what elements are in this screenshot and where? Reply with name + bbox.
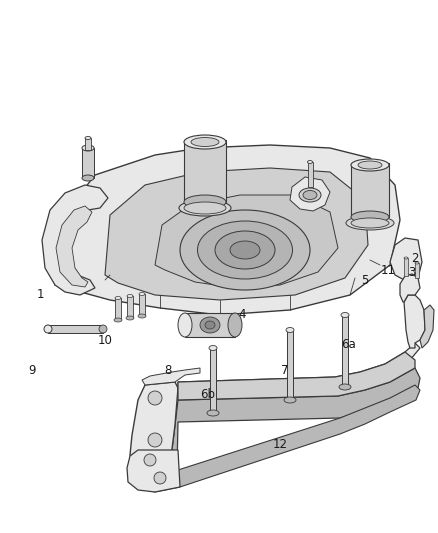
Polygon shape	[42, 185, 108, 295]
Ellipse shape	[341, 312, 349, 318]
Ellipse shape	[85, 136, 91, 140]
Polygon shape	[130, 385, 420, 492]
Text: 6a: 6a	[341, 338, 355, 351]
Ellipse shape	[178, 313, 192, 337]
Polygon shape	[155, 195, 338, 288]
Polygon shape	[404, 295, 425, 348]
Bar	[404, 258, 408, 276]
Text: 2: 2	[411, 252, 419, 264]
Text: 1: 1	[36, 288, 44, 302]
Circle shape	[144, 454, 156, 466]
Ellipse shape	[184, 195, 226, 209]
Ellipse shape	[299, 188, 321, 202]
Polygon shape	[127, 450, 180, 492]
Ellipse shape	[179, 200, 231, 216]
Ellipse shape	[205, 321, 215, 329]
Bar	[115, 298, 121, 320]
Ellipse shape	[230, 241, 260, 259]
Ellipse shape	[351, 159, 389, 171]
Ellipse shape	[351, 211, 389, 223]
Ellipse shape	[307, 160, 312, 164]
Polygon shape	[390, 238, 422, 282]
Ellipse shape	[284, 397, 296, 403]
Text: 8: 8	[164, 364, 172, 376]
Polygon shape	[178, 352, 415, 400]
Ellipse shape	[339, 384, 351, 390]
Ellipse shape	[82, 175, 94, 181]
Ellipse shape	[209, 345, 217, 351]
Circle shape	[148, 391, 162, 405]
Ellipse shape	[207, 410, 219, 416]
Ellipse shape	[346, 216, 394, 230]
Polygon shape	[130, 382, 178, 480]
Ellipse shape	[127, 295, 133, 297]
Bar	[287, 330, 293, 400]
Polygon shape	[160, 368, 420, 480]
Ellipse shape	[200, 317, 220, 333]
Bar	[185, 313, 235, 337]
Ellipse shape	[358, 161, 382, 169]
Text: 7: 7	[281, 364, 289, 376]
Ellipse shape	[126, 316, 134, 320]
Polygon shape	[420, 305, 434, 348]
Ellipse shape	[415, 262, 419, 264]
Ellipse shape	[138, 314, 146, 318]
Text: 6b: 6b	[201, 389, 215, 401]
Text: 12: 12	[272, 439, 287, 451]
Circle shape	[148, 433, 162, 447]
Ellipse shape	[180, 210, 310, 290]
Bar	[85, 138, 91, 150]
Bar	[48, 325, 103, 333]
Ellipse shape	[198, 221, 293, 279]
Text: 4: 4	[238, 309, 246, 321]
Ellipse shape	[184, 202, 226, 214]
Bar	[139, 294, 145, 316]
Text: 10: 10	[98, 334, 113, 346]
Text: 3: 3	[408, 265, 416, 279]
Bar	[210, 348, 216, 413]
Polygon shape	[290, 177, 330, 211]
Bar	[82, 148, 94, 178]
Text: 11: 11	[381, 263, 396, 277]
Polygon shape	[400, 274, 420, 302]
Ellipse shape	[184, 135, 226, 149]
Bar	[351, 163, 389, 217]
Ellipse shape	[82, 145, 94, 151]
Text: 9: 9	[28, 364, 36, 376]
Ellipse shape	[191, 138, 219, 147]
Ellipse shape	[228, 313, 242, 337]
Bar	[415, 263, 419, 278]
Bar	[127, 296, 133, 318]
Bar	[308, 162, 313, 187]
Bar	[184, 140, 226, 202]
Ellipse shape	[115, 296, 121, 300]
Polygon shape	[178, 343, 420, 390]
Polygon shape	[56, 206, 92, 287]
Polygon shape	[142, 368, 200, 385]
Ellipse shape	[404, 257, 408, 259]
Ellipse shape	[215, 231, 275, 269]
Bar	[342, 315, 348, 387]
Circle shape	[154, 472, 166, 484]
Ellipse shape	[99, 325, 107, 333]
Ellipse shape	[139, 293, 145, 295]
Ellipse shape	[303, 190, 317, 199]
Polygon shape	[55, 145, 400, 315]
Ellipse shape	[286, 327, 294, 333]
Polygon shape	[105, 168, 368, 300]
Ellipse shape	[351, 218, 389, 228]
Text: 5: 5	[361, 273, 369, 287]
Ellipse shape	[114, 318, 122, 322]
Ellipse shape	[44, 325, 52, 333]
